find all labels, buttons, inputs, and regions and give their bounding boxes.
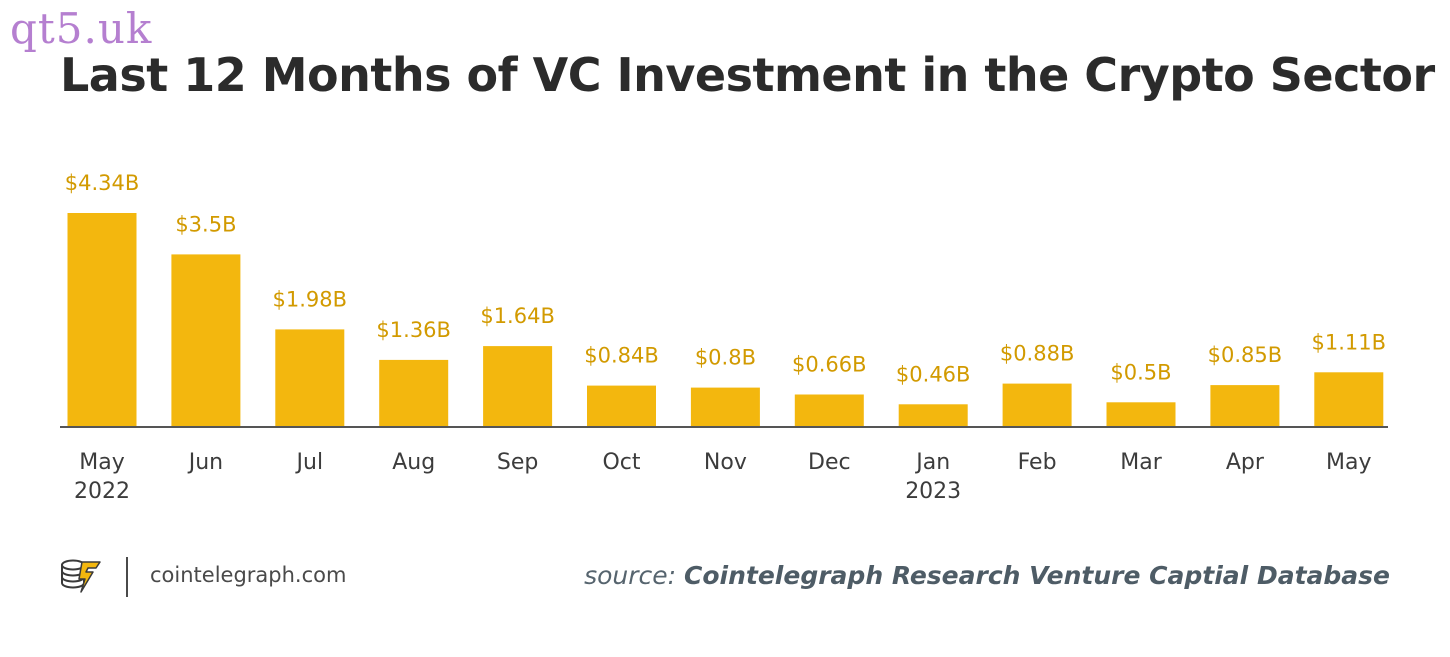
labels-layer: $4.34B May 2022 $3.5B Jun $1.98B Jul $1.36B Aug $… — [65, 171, 1386, 504]
value-label: $1.36B — [376, 318, 451, 342]
source-citation: source: Cointelegraph Research Venture C… — [584, 561, 1390, 590]
bar-feb-9 — [1002, 383, 1072, 427]
footer-site-link[interactable]: cointelegraph.com — [150, 563, 347, 587]
bar-apr-11 — [1210, 385, 1280, 427]
value-label: $0.84B — [584, 344, 659, 368]
bar-jul-2 — [275, 329, 345, 427]
value-label: $0.46B — [896, 362, 971, 386]
x-tick-year-label: 2022 — [74, 479, 130, 504]
x-tick-label: Oct — [602, 450, 640, 475]
x-tick-label: Sep — [497, 450, 538, 475]
bar-aug-3 — [379, 359, 449, 427]
value-label: $0.88B — [1000, 342, 1075, 366]
bar-mar-10 — [1106, 402, 1176, 427]
x-tick-label: Feb — [1018, 450, 1057, 475]
source-prefix: source: — [584, 561, 677, 590]
value-label: $0.66B — [792, 353, 867, 377]
x-tick-label: Apr — [1226, 450, 1265, 475]
x-tick-label: Jan — [914, 450, 950, 475]
source-name: Cointelegraph Research Venture Captial D… — [684, 561, 1390, 590]
bar-jan-8 — [898, 404, 968, 427]
bar-dec-7 — [794, 394, 864, 427]
value-label: $3.5B — [175, 212, 236, 236]
x-tick-label: Dec — [808, 450, 851, 475]
bar-jun-1 — [171, 254, 241, 427]
chart-title: Last 12 Months of VC Investment in the C… — [60, 48, 1435, 102]
value-label: $1.98B — [273, 287, 348, 311]
x-tick-label: Aug — [392, 450, 435, 475]
bar-may-12 — [1314, 372, 1384, 427]
watermark: qt5.uk — [10, 4, 153, 53]
value-label: $0.5B — [1110, 360, 1171, 384]
value-label: $1.64B — [480, 304, 555, 328]
bars-layer — [67, 213, 1384, 427]
x-tick-label: Mar — [1120, 450, 1162, 475]
x-tick-year-label: 2023 — [905, 479, 961, 504]
bar-may-0 — [67, 213, 137, 427]
x-tick-label: May — [1326, 450, 1371, 475]
value-label: $1.11B — [1312, 330, 1387, 354]
value-label: $0.8B — [695, 346, 756, 370]
x-tick-label: Jul — [295, 450, 324, 475]
bar-oct-5 — [587, 385, 656, 427]
bar-nov-6 — [690, 387, 760, 427]
x-tick-label: Jun — [187, 450, 223, 475]
bar-sep-4 — [483, 346, 553, 427]
value-label: $0.85B — [1208, 343, 1283, 367]
x-tick-label: Nov — [704, 450, 747, 475]
footer-divider — [126, 557, 128, 597]
cointelegraph-logo-icon — [61, 559, 101, 593]
x-tick-label: May — [79, 450, 124, 475]
value-label: $4.34B — [65, 171, 140, 195]
